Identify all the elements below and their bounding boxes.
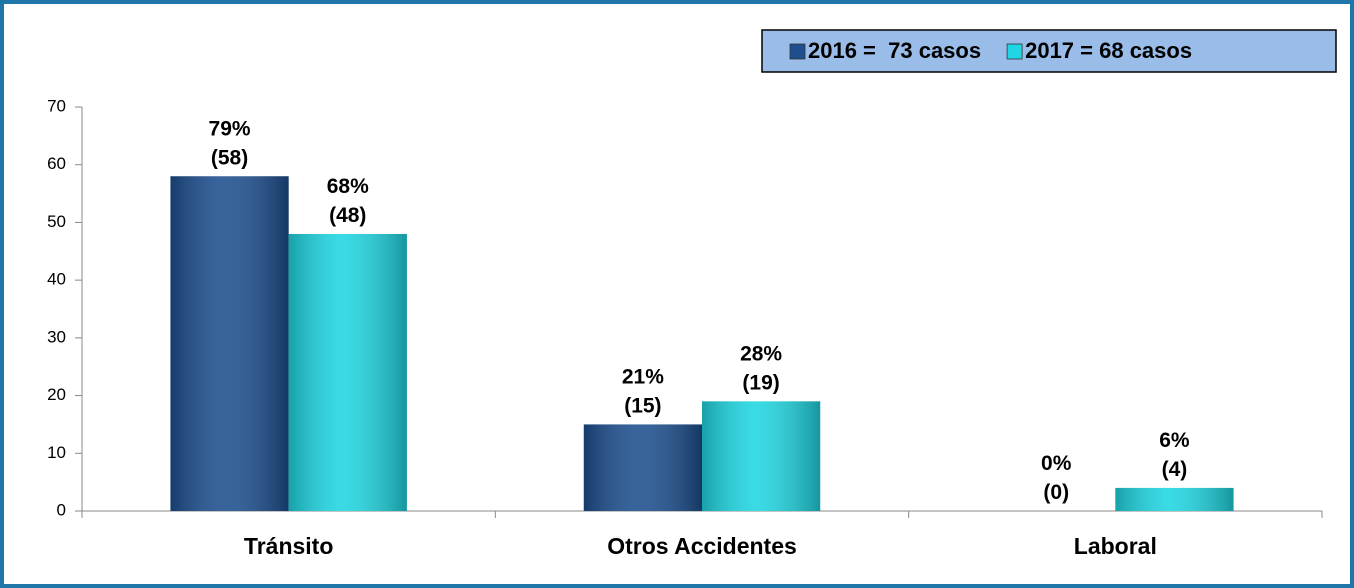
- y-tick-label: 40: [47, 270, 66, 289]
- data-label-line: 6%: [1159, 428, 1190, 451]
- x-tick-label: Tránsito: [244, 533, 333, 559]
- data-label-line: (19): [742, 371, 779, 394]
- data-label-line: (48): [329, 204, 366, 227]
- bar-shade: [702, 401, 821, 511]
- data-label: 6% (4): [1159, 428, 1190, 480]
- data-label-line: (58): [211, 146, 248, 169]
- legend-swatch: [789, 43, 806, 60]
- bar-shade: [288, 233, 407, 511]
- data-label-line: (0): [1043, 481, 1069, 504]
- y-tick-label: 70: [47, 96, 66, 115]
- legend-swatch: [1006, 43, 1023, 60]
- data-label: 68% (48): [327, 175, 369, 227]
- bar-shade: [1115, 487, 1234, 511]
- bar-shade: [583, 424, 702, 511]
- y-tick-label: 60: [47, 154, 66, 173]
- data-label-line: (4): [1162, 457, 1188, 480]
- y-tick-label: 50: [47, 212, 66, 231]
- data-label-line: 28%: [740, 342, 782, 365]
- y-tick-label: 0: [57, 500, 66, 519]
- x-tick-label: Otros Accidentes: [607, 533, 797, 559]
- legend-label: 2016 = 73 casos: [808, 38, 981, 63]
- bar-shade: [170, 176, 289, 511]
- y-tick-label: 30: [47, 327, 66, 346]
- data-label-line: 21%: [622, 365, 664, 388]
- data-label: 0% (0): [1041, 452, 1072, 504]
- data-label-line: 0%: [1041, 452, 1072, 475]
- legend-box: [761, 29, 1337, 73]
- data-label-line: (15): [624, 394, 661, 417]
- data-label: 79% (58): [209, 117, 251, 169]
- data-label-line: 79%: [209, 117, 251, 140]
- data-label-line: 68%: [327, 175, 369, 198]
- y-tick-label: 10: [47, 443, 66, 462]
- data-label: 21% (15): [622, 365, 664, 417]
- data-label: 28% (19): [740, 342, 782, 394]
- y-tick-label: 20: [47, 385, 66, 404]
- legend-label: 2017 = 68 casos: [1025, 38, 1192, 63]
- x-tick-label: Laboral: [1074, 533, 1157, 559]
